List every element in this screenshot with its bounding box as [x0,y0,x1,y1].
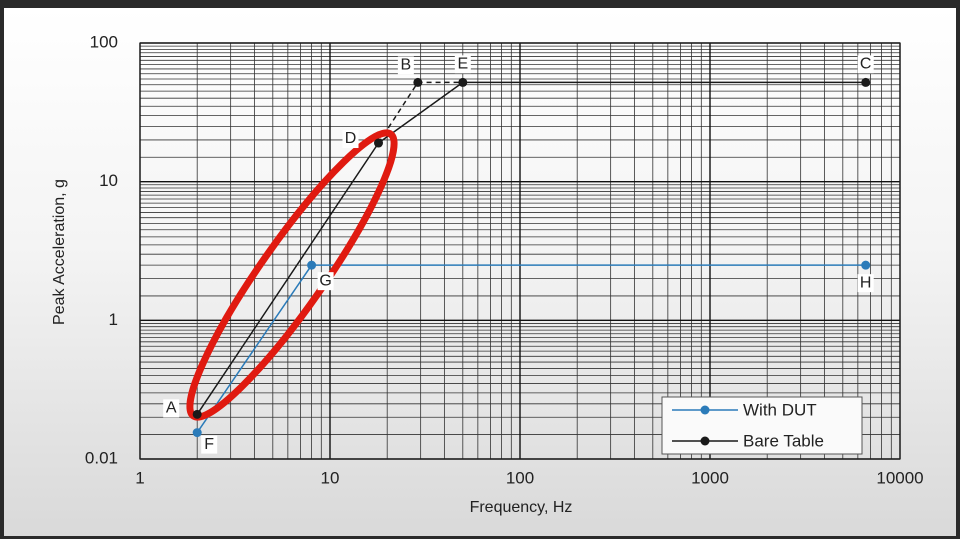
background [4,8,956,536]
point-label-bg [317,272,334,291]
data-point [458,77,468,87]
y-tick-label: 0.01 [85,448,118,467]
x-tick-label: 100 [506,468,534,487]
point-label: E [457,56,468,73]
legend-label: With DUT [743,400,817,419]
point-label-bg [857,55,874,74]
point-label: F [204,436,214,453]
x-tick-label: 1000 [691,468,729,487]
y-tick-label: 100 [90,32,118,51]
point-label-bg [397,56,414,75]
data-point [861,260,871,270]
legend-marker [700,436,710,446]
legend: With DUT Bare Table [661,396,863,455]
point-label: A [166,400,177,417]
x-tick-label: 10 [321,468,340,487]
y-tick-label: 1 [109,310,118,329]
points: F G H A D E C B [163,55,874,454]
series-line [196,81,866,415]
data-point [413,77,423,87]
x-tick-label: 10000 [876,468,923,487]
legend-box [661,396,863,455]
data-point [307,260,317,270]
data-point [861,77,871,87]
point-label-bg [454,55,471,74]
y-axis-title: Peak Acceleration, g [51,179,68,325]
point-label: C [860,56,872,73]
data-point [192,428,202,438]
point-label-bg [163,399,180,418]
point-label: D [345,130,357,147]
legend-label: Bare Table [743,431,824,450]
point-label-bg [857,274,874,293]
x-tick-label: 1 [135,468,144,487]
data-point [374,138,384,148]
point-label: G [319,272,331,289]
point-label: B [401,57,412,74]
point-label: H [860,274,872,291]
point-label-bg [201,435,218,454]
data-point [192,409,202,419]
legend-marker [700,405,710,415]
plot-border [139,42,901,460]
point-label-bg [342,130,359,149]
y-tick-label: 10 [99,171,118,190]
x-axis-title: Frequency, Hz [470,499,573,516]
